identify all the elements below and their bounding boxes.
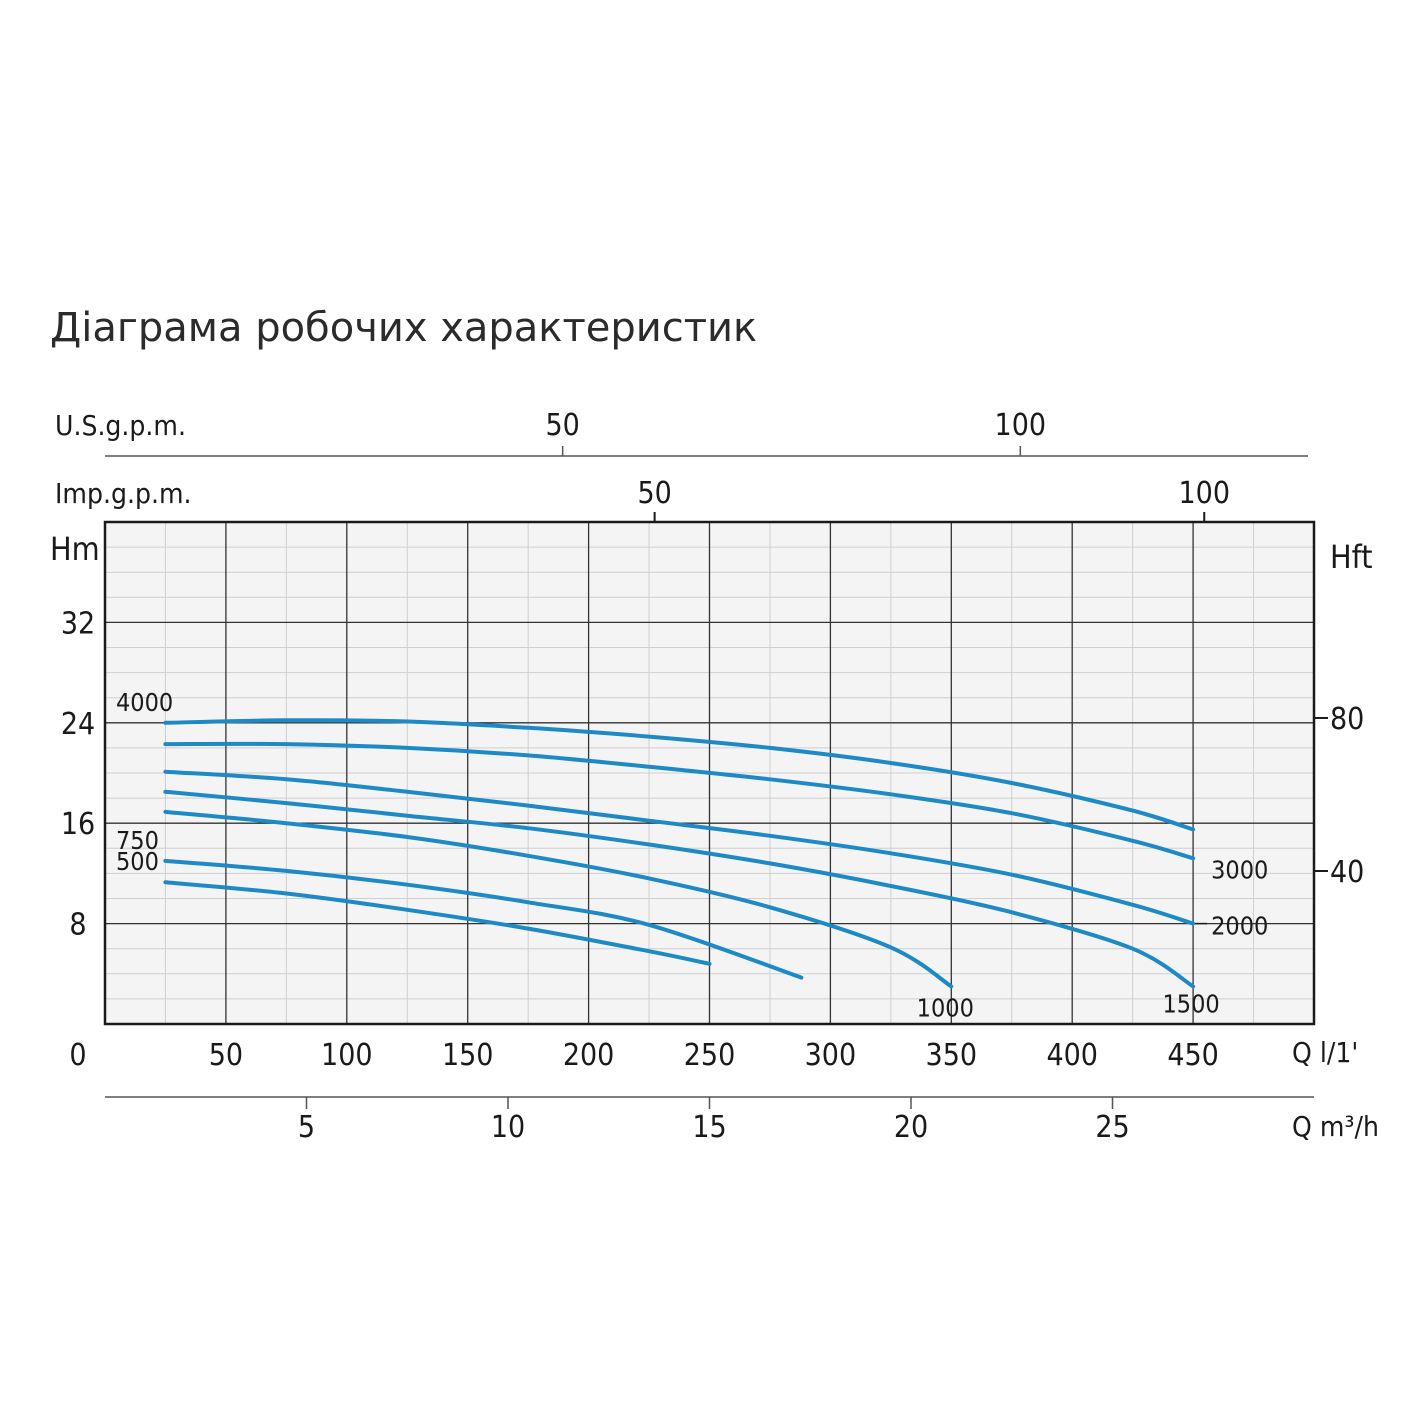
right-tick-label: 80 [1330,702,1364,737]
curve-4000 [163,718,1196,832]
lpm-tick-label: 50 [209,1038,243,1073]
impgpm-tick-label: 100 [1178,476,1230,511]
left-tick-label: 8 [69,908,86,943]
curve-label-3000: 3000 [1211,855,1268,884]
m3h-axis-label: Q m³/h [1292,1110,1379,1143]
curve-label-2000: 2000 [1211,912,1268,941]
curve-label-500: 500 [116,847,159,876]
curve-label-4000: 4000 [116,688,173,717]
curve-3000 [163,741,1196,861]
m3h-tick-label: 25 [1095,1110,1129,1145]
m3h-tick-label: 10 [491,1110,525,1145]
m3h-tick-label: 5 [298,1110,315,1145]
m3h-tick-label: 20 [894,1110,928,1145]
lpm-tick-label: 400 [1046,1038,1098,1073]
curve-750 [163,858,804,980]
lpm-tick-label: 200 [563,1038,615,1073]
lpm-tick-label: 100 [321,1038,373,1073]
lpm-tick-label: 300 [805,1038,857,1073]
curve-500 [163,880,712,966]
left-tick-label: 32 [61,606,95,641]
curve-2000 [163,769,1196,926]
plot-frame [103,520,1316,1026]
lpm-tick-label: 150 [442,1038,494,1073]
curve-1500 [163,789,1196,989]
curve-label-1000: 1000 [917,993,974,1022]
curve-label-1500: 1500 [1162,989,1219,1018]
lpm-tick-label: 250 [684,1038,736,1073]
lpm-tick-label: 450 [1167,1038,1219,1073]
page-title: Діаграма робочих характеристик [50,305,758,351]
curve-1000 [163,809,954,989]
usgpm-tick-label: 100 [995,408,1047,443]
right-axis-label: Hft [1330,538,1373,576]
lpm-tick-label: 0 [69,1038,86,1073]
impgpm-tick-label: 50 [637,476,671,511]
right-tick-label: 40 [1330,855,1364,890]
usgpm-tick-label: 50 [545,408,579,443]
m3h-tick-label: 15 [692,1110,726,1145]
left-tick-label: 16 [61,807,95,842]
lpm-tick-label: 350 [926,1038,978,1073]
usgpm-axis-label: U.S.g.p.m. [55,409,186,442]
impgpm-axis-label: Imp.g.p.m. [55,477,192,510]
left-tick-label: 24 [61,707,95,742]
left-axis-label: Hm [50,530,100,568]
lpm-axis-label: Q l/1' [1292,1036,1358,1069]
curve-label-750: 750 [116,826,159,855]
